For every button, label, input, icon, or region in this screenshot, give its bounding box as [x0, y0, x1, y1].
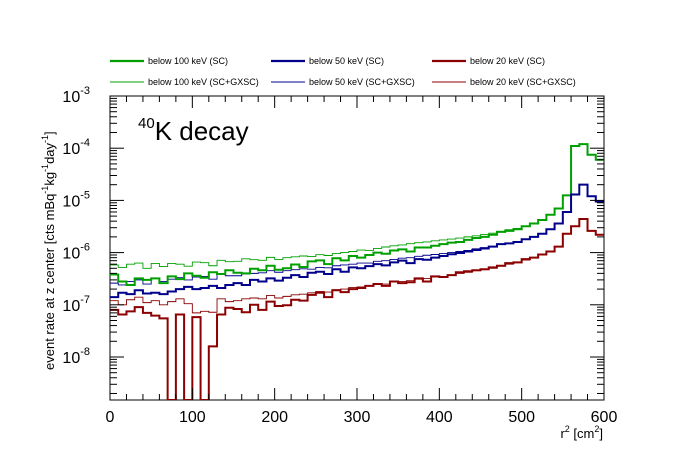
ticks-layer: 0 100 200 300 400 500 600 10-8 10-7 10-6 10-5 10-4 1… [62, 85, 617, 426]
x-axis-title-sup1: 2 [565, 424, 570, 434]
legend-label-5: below 50 keV (SC+GXSC) [309, 77, 415, 87]
y-axis-title-p3: day [42, 142, 57, 163]
legend: below 100 keV (SC) below 50 keV (SC) below… [110, 56, 576, 87]
y-axis-title-p4: ] [42, 131, 57, 135]
series-line-2 [110, 183, 604, 299]
annotation-text: 40K decay [138, 115, 249, 146]
annotation-main: K decay [155, 116, 249, 146]
series-line-4 [110, 143, 604, 269]
legend-label-2: below 50 keV (SC) [309, 56, 384, 66]
y-axis-title-s2: -1 [40, 164, 50, 172]
x-axis-title-base: r [560, 426, 565, 441]
y-tick-label: 10-7 [62, 294, 90, 315]
x-axis-title-end: ] [599, 426, 603, 441]
x-tick-label: 600 [591, 409, 618, 426]
x-tick-label: 300 [344, 409, 371, 426]
x-tick-label: 0 [106, 409, 115, 426]
y-tick-label: 10-6 [62, 242, 90, 263]
y-axis-title-s3: -1 [40, 135, 50, 143]
y-tick-label: 10-4 [62, 137, 90, 158]
x-axis-title: r2 [cm2] [560, 424, 603, 441]
x-axis-title-sup2: 2 [594, 424, 599, 434]
y-tick-label: 10-3 [62, 85, 90, 106]
legend-label-6: below 20 keV (SC+GXSC) [470, 77, 576, 87]
legend-label-3: below 20 keV (SC) [470, 56, 545, 66]
x-tick-label: 500 [508, 409, 535, 426]
series-line-3 [110, 218, 604, 400]
y-axis-title-p2: kg [42, 172, 57, 186]
x-tick-label: 400 [426, 409, 453, 426]
y-axis-title-p1: event rate at z center [cts mBq [42, 194, 57, 370]
legend-label-1: below 100 keV (SC) [148, 56, 228, 66]
y-tick-label: 10-5 [62, 189, 90, 210]
x-tick-label: 200 [261, 409, 288, 426]
x-tick-label: 100 [179, 409, 206, 426]
x-axis-title-mid: [cm [570, 426, 595, 441]
y-tick-label: 10-8 [62, 346, 90, 367]
series-line-1 [110, 143, 604, 286]
series-layer [110, 143, 604, 400]
annotation-superscript: 40 [138, 115, 155, 132]
y-axis-title: event rate at z center [cts mBq-1kg-1day… [40, 131, 57, 370]
y-axis-title-s1: -1 [40, 186, 50, 194]
legend-label-4: below 100 keV (SC+GXSC) [148, 77, 259, 87]
series-line-5 [110, 184, 604, 286]
